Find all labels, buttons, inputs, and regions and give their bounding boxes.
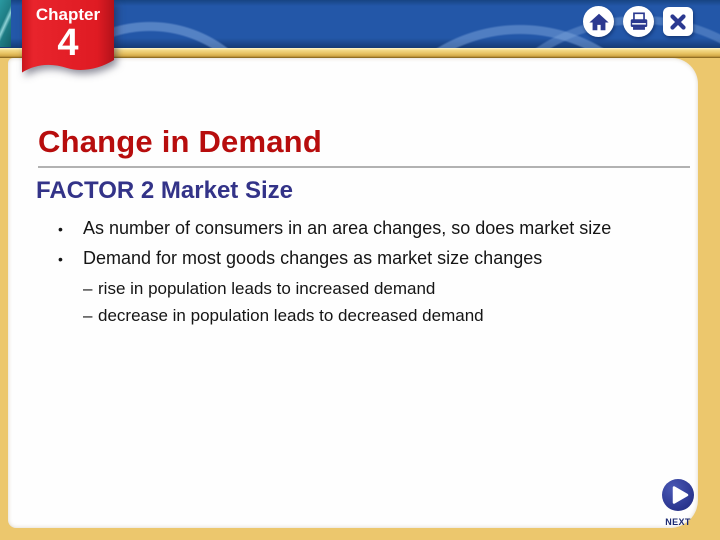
bullet-item: • As number of consumers in an area chan…	[8, 216, 698, 242]
bullet-text: As number of consumers in an area change…	[83, 218, 612, 238]
chapter-ribbon: Chapter 4	[22, 0, 114, 90]
title-divider	[38, 166, 690, 168]
home-button[interactable]	[583, 6, 614, 37]
sub-bullet-text: rise in population leads to increased de…	[98, 279, 436, 298]
bullet-marker: •	[58, 251, 63, 267]
sub-bullet-item: – rise in population leads to increased …	[8, 276, 698, 301]
next-button[interactable]: NEXT	[659, 477, 697, 527]
next-icon	[662, 479, 694, 511]
close-button[interactable]	[663, 7, 693, 36]
sub-bullet-item: – decrease in population leads to decrea…	[8, 303, 698, 328]
bullet-marker: •	[58, 221, 63, 237]
slide-title: Change in Demand	[38, 124, 322, 159]
home-icon	[588, 13, 609, 30]
next-label: NEXT	[665, 517, 691, 527]
close-icon	[670, 13, 686, 30]
dash-marker: –	[83, 279, 93, 298]
bullet-text: Demand for most goods changes as market …	[83, 248, 543, 268]
chapter-number: 4	[57, 22, 79, 64]
print-icon	[630, 11, 647, 30]
dash-marker: –	[83, 306, 93, 325]
section-heading: FACTOR 2 Market Size	[36, 177, 293, 204]
content-panel: Change in Demand FACTOR 2 Market Size • …	[8, 58, 698, 528]
sub-bullet-text: decrease in population leads to decrease…	[98, 306, 484, 325]
teal-corner-accent	[0, 0, 11, 47]
bullet-list: • As number of consumers in an area chan…	[8, 216, 698, 328]
ribbon-shape	[22, 0, 114, 73]
chapter-label: Chapter	[35, 5, 101, 24]
gold-divider	[0, 48, 720, 58]
print-button[interactable]	[623, 6, 654, 37]
toolbar	[583, 6, 693, 37]
bullet-item: • Demand for most goods changes as marke…	[8, 246, 698, 272]
